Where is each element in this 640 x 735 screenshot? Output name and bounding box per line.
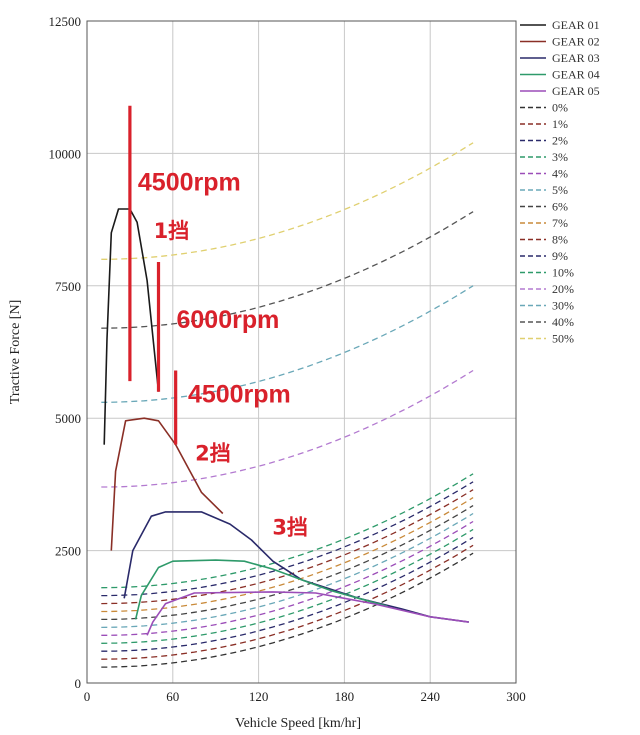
resistance-line-40pct [101,211,474,329]
resistance-line-9pct [101,481,474,597]
gear-line-3 [123,511,469,623]
rpm-annotation: 4500rpm [188,380,291,408]
legend-entry: 8% [552,233,568,247]
gear-annotation: 2挡 [195,442,231,466]
x-tick-label: 180 [335,689,355,704]
legend-entry: 10% [552,266,574,280]
resistance-line-1pct [101,544,474,660]
legend-entry: 1% [552,117,568,131]
x-tick-label: 60 [166,689,179,704]
resistance-line-6pct [101,505,474,621]
legend-entry: 6% [552,200,568,214]
y-tick-label: 5000 [55,411,81,426]
y-axis-label: Tractive Force [N] [8,300,23,404]
resistance-curves [101,142,474,668]
gear-line-5 [146,591,469,636]
y-tick-label: 0 [75,676,82,691]
y-tick-label: 2500 [55,544,81,559]
gear-line-1 [103,208,160,445]
tick-labels: 0 60 120 180 240 300 0 2500 5000 7500 10000 12500 [49,14,526,704]
legend-entry: 30% [552,299,574,313]
rpm-annotation: 4500rpm [138,168,241,196]
legend-entry: GEAR 04 [552,68,600,82]
legend-entry: 2% [552,134,568,148]
y-tick-label: 10000 [49,146,82,161]
plot-frame [86,20,517,684]
legend-entry: 40% [552,315,574,329]
grid [86,20,517,684]
resistance-line-30pct [101,285,474,403]
legend-entry: GEAR 02 [552,35,600,49]
x-tick-label: 300 [506,689,526,704]
resistance-line-8pct [101,489,474,605]
resistance-line-50pct [101,142,474,260]
resistance-line-20pct [101,369,474,488]
annotations: 4500rpm 1挡 6000rpm 4500rpm 2挡 3挡 [138,168,308,539]
gear-annotation: 3挡 [272,516,308,540]
legend-entry: 5% [552,183,568,197]
axes [86,20,517,684]
legend-entry: 9% [552,249,568,263]
gear-line-2 [110,417,224,551]
resistance-line-4pct [101,520,474,636]
legend-entry: 20% [552,282,574,296]
rpm-annotation: 6000rpm [177,306,280,334]
legend-entry: 3% [552,150,568,164]
legend-entry: GEAR 03 [552,51,600,65]
resistance-line-2pct [101,536,474,652]
legend-entry: 50% [552,332,574,346]
resistance-line-5pct [101,512,474,629]
gear-curves [103,208,469,636]
y-tick-label: 12500 [49,14,82,29]
legend-entry: 0% [552,101,568,115]
legend-entry: 4% [552,167,568,181]
x-tick-label: 240 [420,689,440,704]
x-tick-label: 0 [84,689,91,704]
resistance-line-0pct [101,552,474,668]
gear-annotation: 1挡 [154,219,190,243]
y-tick-label: 7500 [55,279,81,294]
x-axis-label: Vehicle Speed [km/hr] [235,716,361,731]
resistance-line-3pct [101,528,474,644]
x-tick-label: 120 [249,689,269,704]
gear-line-4 [134,559,388,620]
resistance-line-10pct [101,473,474,589]
legend-entry: GEAR 01 [552,18,600,32]
legend: GEAR 01 GEAR 02 GEAR 03 GEAR 04 GEAR 05 0% 1% 2… [520,18,600,346]
rpm-marker-lines [128,105,178,445]
legend-entry: 7% [552,216,568,230]
legend-entry: GEAR 05 [552,84,600,98]
